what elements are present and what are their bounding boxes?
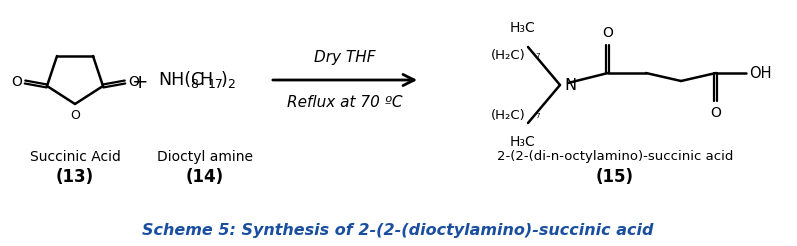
Text: 2: 2 — [227, 78, 235, 92]
Text: (H₂C): (H₂C) — [491, 48, 526, 62]
Text: (13): (13) — [56, 168, 94, 186]
Text: H₃C: H₃C — [510, 135, 536, 149]
Text: (14): (14) — [186, 168, 224, 186]
Text: O: O — [70, 109, 80, 122]
Text: Reflux at 70 ºC: Reflux at 70 ºC — [287, 95, 402, 110]
Text: Dry THF: Dry THF — [314, 50, 375, 65]
Text: H: H — [199, 71, 212, 89]
Text: Dioctyl amine: Dioctyl amine — [157, 150, 253, 164]
Text: (15): (15) — [596, 168, 634, 186]
Text: OH: OH — [749, 65, 771, 80]
Text: O: O — [603, 26, 614, 40]
Text: O: O — [128, 75, 139, 89]
Text: Scheme 5: Synthesis of 2-(2-(dioctylamino)-succinic acid: Scheme 5: Synthesis of 2-(2-(dioctylamin… — [142, 223, 654, 238]
Text: ₇: ₇ — [535, 110, 540, 120]
Text: O: O — [711, 106, 721, 120]
Text: O: O — [11, 75, 22, 89]
Text: (H₂C): (H₂C) — [491, 108, 526, 122]
Text: 17: 17 — [208, 78, 224, 92]
Text: N: N — [564, 77, 576, 92]
Text: ): ) — [221, 71, 228, 89]
Text: Succinic Acid: Succinic Acid — [29, 150, 120, 164]
Text: ₇: ₇ — [535, 50, 540, 60]
Text: 8: 8 — [190, 78, 198, 92]
Text: 2-(2-(di-n-octylamino)-succinic acid: 2-(2-(di-n-octylamino)-succinic acid — [497, 150, 733, 163]
Text: NH(C: NH(C — [158, 71, 203, 89]
Text: +: + — [132, 73, 148, 92]
Text: H₃C: H₃C — [510, 21, 536, 35]
